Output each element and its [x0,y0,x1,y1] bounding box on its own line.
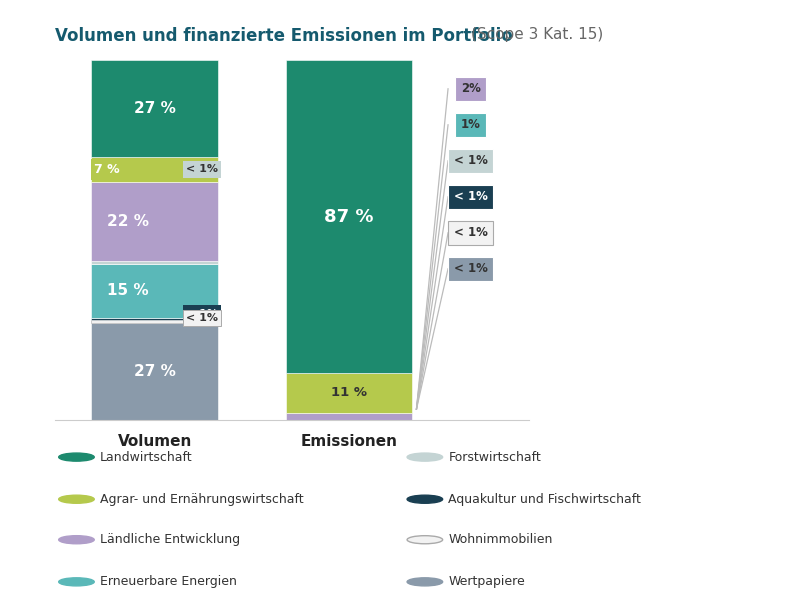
Text: 11 %: 11 % [331,386,367,400]
Text: < 1%: < 1% [453,154,487,167]
Circle shape [407,495,442,503]
Text: 27 %: 27 % [134,364,175,379]
Text: < 1%: < 1% [186,308,218,319]
Circle shape [407,453,442,461]
Circle shape [407,536,442,544]
Bar [92,182,218,261]
Bar [285,413,412,420]
Bar [92,261,218,264]
Text: < 1%: < 1% [453,190,487,203]
Text: (Scope 3 Kat. 15): (Scope 3 Kat. 15) [471,27,603,42]
Bar [92,318,218,320]
Bar [92,59,218,157]
Bar [92,264,218,318]
Circle shape [58,536,94,544]
Text: < 1%: < 1% [186,313,218,323]
Text: 27 %: 27 % [134,101,175,116]
Bar [92,320,218,323]
Text: Forstwirtschaft: Forstwirtschaft [449,451,541,464]
Circle shape [407,578,442,586]
Text: < 1%: < 1% [453,262,487,275]
Text: Landwirtschaft: Landwirtschaft [100,451,193,464]
Text: Volumen und finanzierte Emissionen im Portfolio: Volumen und finanzierte Emissionen im Po… [55,27,513,45]
Text: < 1%: < 1% [186,164,218,175]
Circle shape [58,578,94,586]
Text: 22 %: 22 % [107,214,149,229]
Text: Aquakultur und Fischwirtschaft: Aquakultur und Fischwirtschaft [449,493,641,506]
Text: Wertpapiere: Wertpapiere [449,575,525,589]
Bar [285,373,412,413]
Circle shape [58,495,94,503]
Text: Agrar- und Ernährungswirtschaft: Agrar- und Ernährungswirtschaft [100,493,303,506]
Text: 1%: 1% [461,118,480,131]
Text: < 1%: < 1% [453,226,487,239]
Text: 2%: 2% [461,82,480,95]
Bar [92,157,218,182]
Text: Wohnimmobilien: Wohnimmobilien [449,533,553,546]
Circle shape [58,453,94,461]
Bar [285,60,412,373]
Text: 15 %: 15 % [107,283,149,298]
Text: Erneuerbare Energien: Erneuerbare Energien [100,575,237,589]
Bar [92,323,218,420]
Text: Ländliche Entwicklung: Ländliche Entwicklung [100,533,240,546]
Text: 87 %: 87 % [324,208,374,226]
Text: 7 %: 7 % [94,163,120,176]
